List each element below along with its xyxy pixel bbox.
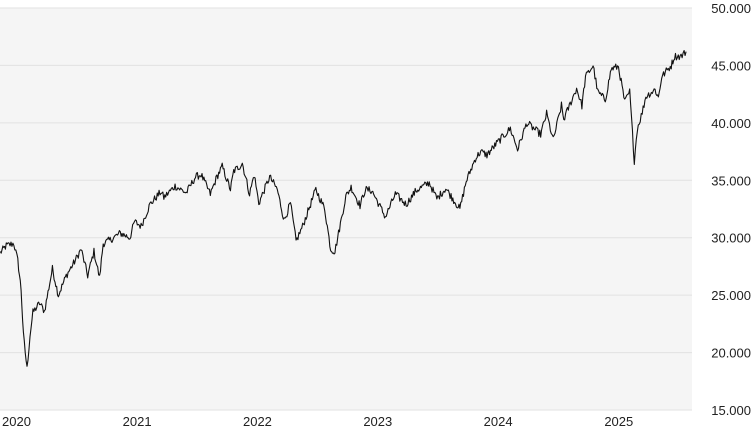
x-tick-label: 2025 bbox=[604, 414, 633, 429]
x-tick-label: 2020 bbox=[2, 414, 31, 429]
x-axis: 2020 2021 2022 2023 2024 2025 bbox=[2, 414, 633, 429]
x-tick-label: 2024 bbox=[484, 414, 513, 429]
y-tick-label: 30.000 bbox=[711, 231, 751, 246]
y-tick-label: 20.000 bbox=[711, 346, 751, 361]
x-tick-label: 2021 bbox=[123, 414, 152, 429]
y-tick-label: 15.000 bbox=[711, 403, 751, 418]
x-tick-label: 2022 bbox=[243, 414, 272, 429]
y-tick-label: 50.000 bbox=[711, 1, 751, 16]
y-tick-label: 40.000 bbox=[711, 116, 751, 131]
series-line bbox=[0, 49, 687, 367]
plot-background bbox=[0, 8, 692, 410]
y-tick-label: 35.000 bbox=[711, 173, 751, 188]
y-tick-label: 25.000 bbox=[711, 288, 751, 303]
y-tick-label: 45.000 bbox=[711, 58, 751, 73]
grid-lines bbox=[0, 7, 692, 411]
x-tick-label: 2023 bbox=[363, 414, 392, 429]
y-axis: 15.000 20.000 25.000 30.000 35.000 40.000 45.0… bbox=[711, 1, 751, 418]
